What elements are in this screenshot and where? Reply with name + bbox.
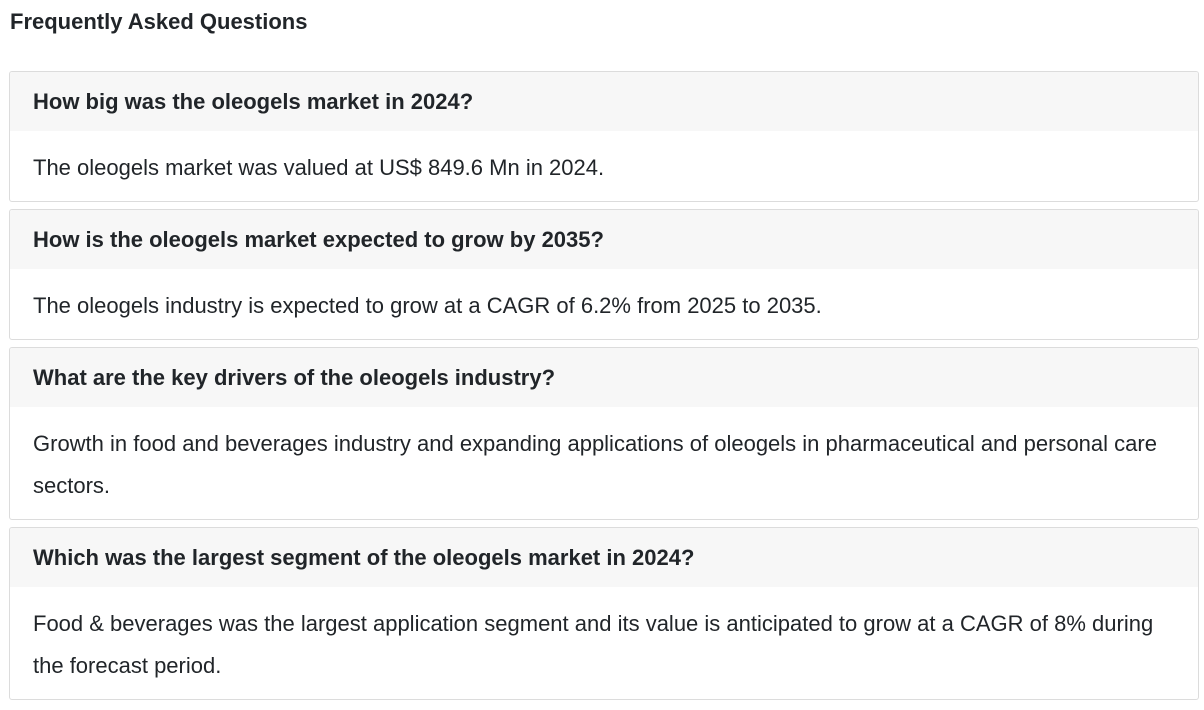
faq-item: How big was the oleogels market in 2024?… — [9, 71, 1199, 202]
faq-question[interactable]: What are the key drivers of the oleogels… — [10, 348, 1198, 407]
faq-question[interactable]: How is the oleogels market expected to g… — [10, 210, 1198, 269]
faq-answer: The oleogels market was valued at US$ 84… — [33, 155, 605, 180]
faq-item: Which was the largest segment of the ole… — [9, 527, 1199, 700]
faq-item: How is the oleogels market expected to g… — [9, 209, 1199, 340]
page-title: Frequently Asked Questions — [10, 9, 308, 34]
faq-list: How big was the oleogels market in 2024?… — [9, 71, 1199, 707]
faq-question[interactable]: How big was the oleogels market in 2024? — [10, 72, 1198, 131]
faq-answer: Food & beverages was the largest applica… — [33, 611, 1154, 678]
faq-item: What are the key drivers of the oleogels… — [9, 347, 1199, 520]
faq-question[interactable]: Which was the largest segment of the ole… — [10, 528, 1198, 587]
faq-answer: The oleogels industry is expected to gro… — [33, 293, 822, 318]
faq-answer: Growth in food and beverages industry an… — [33, 431, 1157, 498]
